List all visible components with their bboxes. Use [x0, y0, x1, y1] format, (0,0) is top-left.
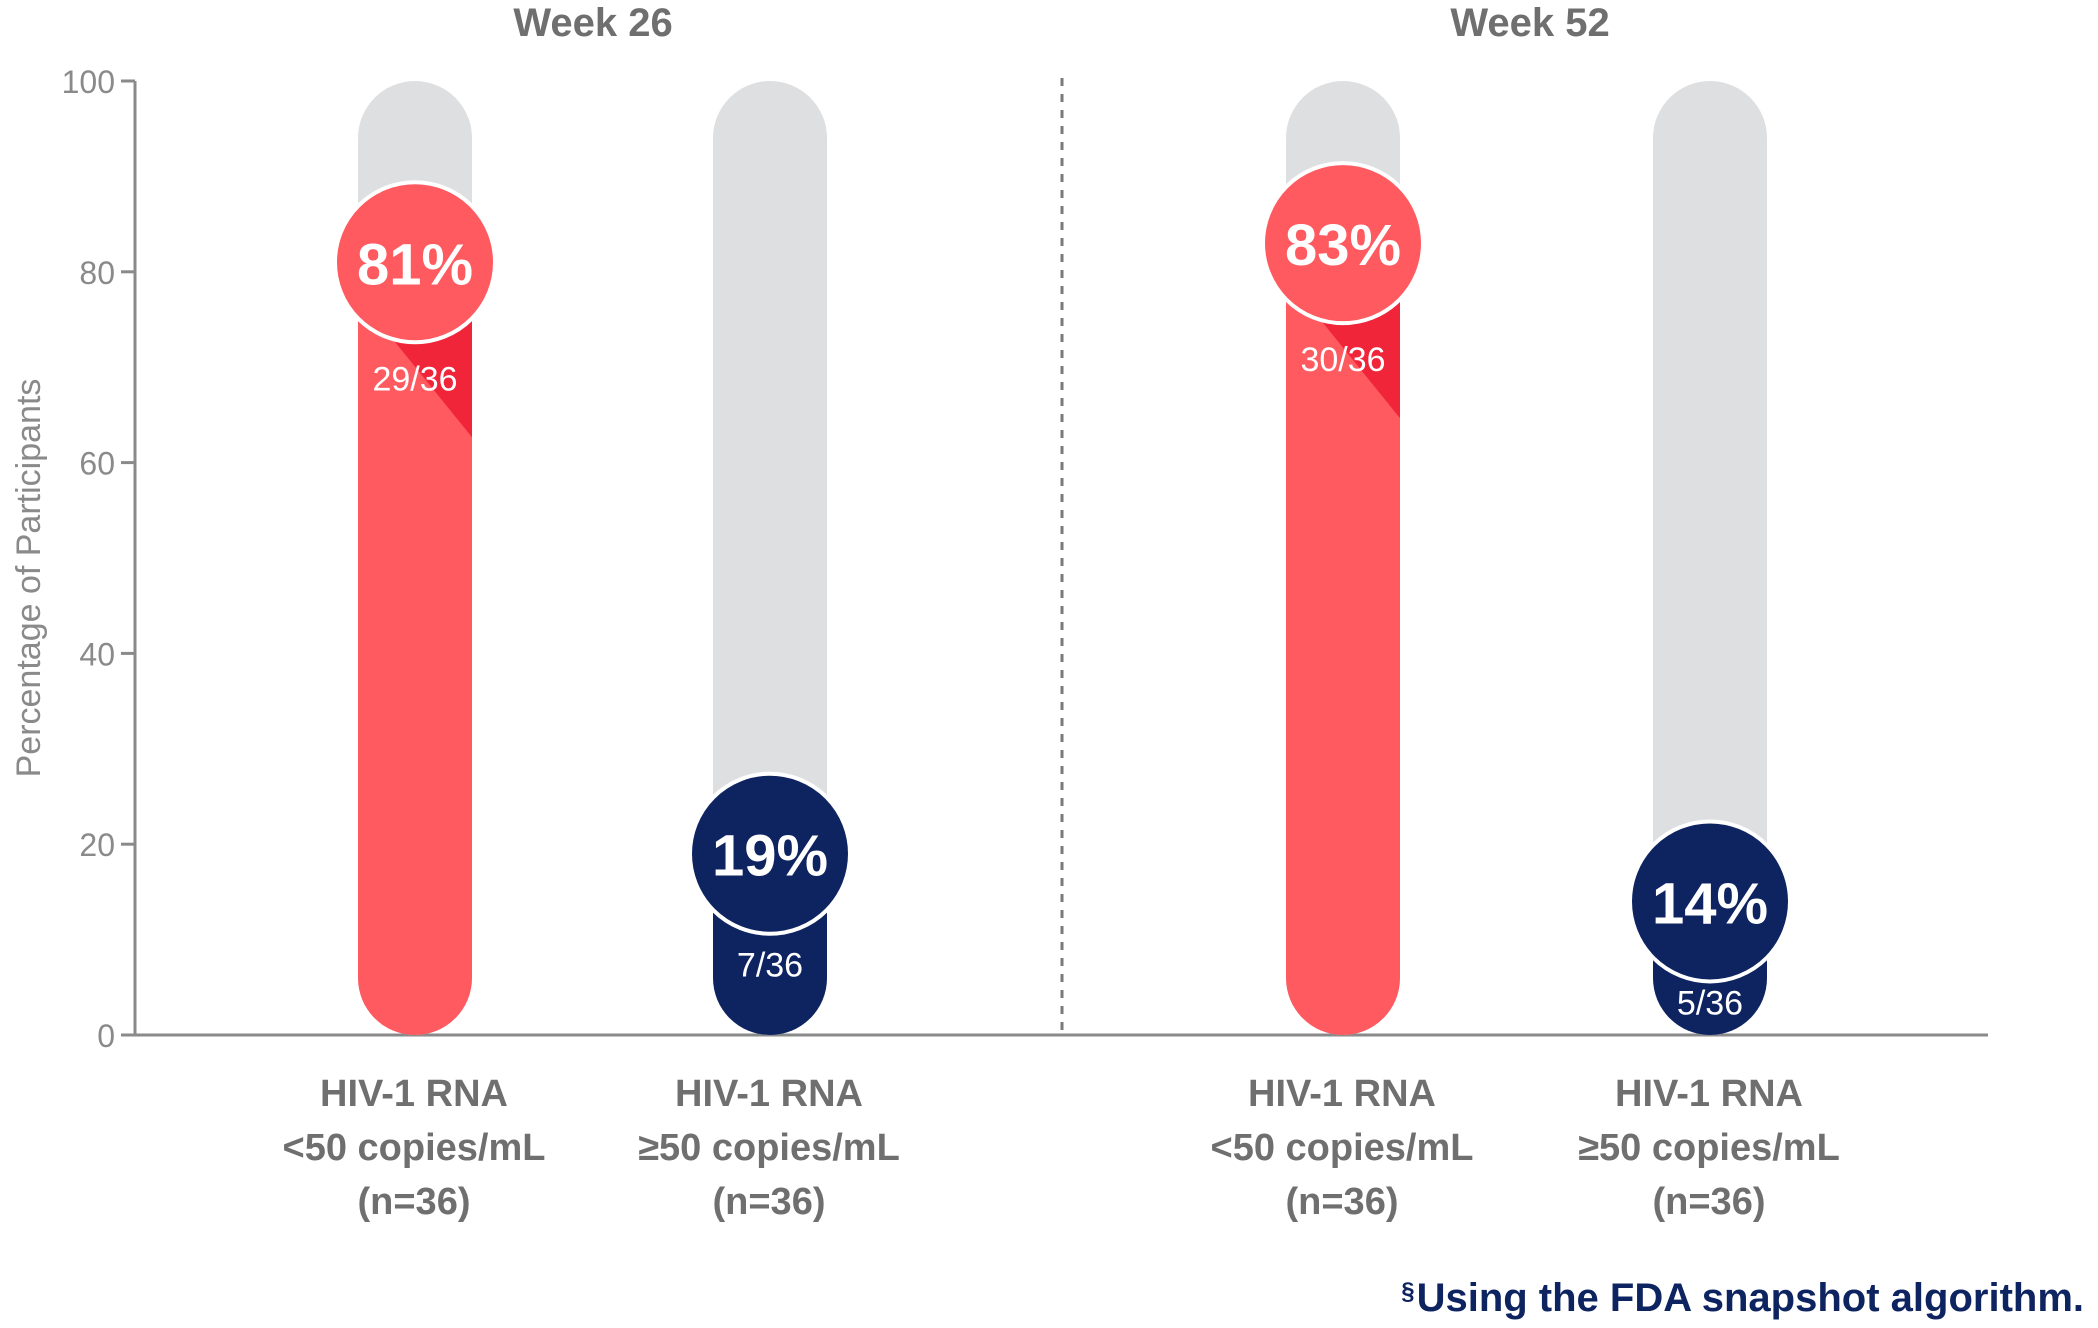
bar-accent: [375, 317, 472, 438]
y-tick-label: 0: [97, 1018, 115, 1054]
category-label: ≥50 copies/mL: [638, 1127, 900, 1169]
category-label: (n=36): [713, 1181, 826, 1223]
bar-accent: [1303, 298, 1400, 419]
y-tick-label: 80: [79, 255, 115, 291]
category-label: HIV-1 RNA: [320, 1073, 508, 1115]
percent-label: 14%: [1652, 871, 1768, 936]
value-bubble: [688, 771, 852, 936]
percent-label: 81%: [357, 232, 473, 297]
bar-fill: [358, 262, 472, 1035]
category-label: (n=36): [358, 1181, 471, 1223]
value-bubble: [333, 180, 497, 345]
y-tick-label: 20: [79, 827, 115, 863]
category-label: HIV-1 RNA: [1615, 1073, 1803, 1115]
footnote-text: Using the FDA snapshot algorithm.: [1416, 1276, 2084, 1320]
footnote: §Using the FDA snapshot algorithm.: [1401, 1276, 2084, 1321]
fraction-label: 7/36: [737, 947, 803, 985]
category-label: (n=36): [1653, 1181, 1766, 1223]
y-tick-label: 100: [62, 64, 115, 100]
bar-track: [1653, 81, 1767, 1035]
y-tick-label: 60: [79, 446, 115, 482]
category-label: HIV-1 RNA: [675, 1073, 863, 1115]
category-label: (n=36): [1286, 1181, 1399, 1223]
fraction-label: 30/36: [1300, 341, 1385, 379]
value-bubble: [1628, 819, 1792, 984]
percent-label: 83%: [1285, 213, 1401, 278]
group-title: Week 26: [513, 1, 672, 45]
value-bubble: [1261, 161, 1425, 326]
fraction-label: 5/36: [1677, 984, 1743, 1022]
category-label: HIV-1 RNA: [1248, 1073, 1436, 1115]
category-label: ≥50 copies/mL: [1578, 1127, 1840, 1169]
y-tick-label: 40: [79, 636, 115, 672]
category-label: <50 copies/mL: [1211, 1127, 1474, 1169]
percent-label: 19%: [712, 824, 828, 889]
y-axis-title: Percentage of Participants: [10, 379, 48, 778]
group-title: Week 52: [1450, 1, 1609, 45]
footnote-marker: §: [1401, 1278, 1415, 1305]
category-label: <50 copies/mL: [283, 1127, 546, 1169]
fraction-label: 29/36: [372, 360, 457, 398]
bar-fill: [1286, 243, 1400, 1035]
